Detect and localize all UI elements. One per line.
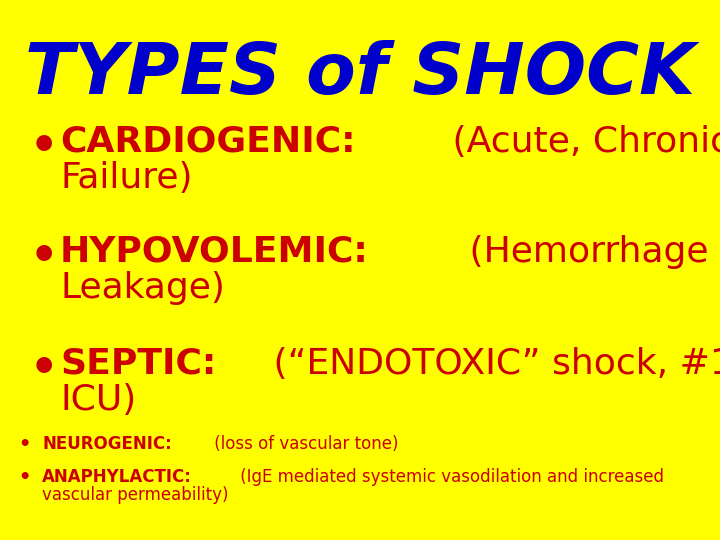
Text: •: • bbox=[18, 435, 30, 454]
Text: (Hemorrhage or: (Hemorrhage or bbox=[459, 235, 720, 269]
Text: •: • bbox=[30, 347, 58, 390]
Text: (IgE mediated systemic vasodilation and increased: (IgE mediated systemic vasodilation and … bbox=[235, 468, 665, 486]
Text: Failure): Failure) bbox=[60, 161, 192, 195]
Text: NEUROGENIC:: NEUROGENIC: bbox=[42, 435, 172, 453]
Text: ICU): ICU) bbox=[60, 383, 136, 417]
Text: HYPOVOLEMIC:: HYPOVOLEMIC: bbox=[60, 235, 369, 269]
Text: TYPES of SHOCK: TYPES of SHOCK bbox=[25, 40, 695, 109]
Text: Leakage): Leakage) bbox=[60, 271, 225, 305]
Text: (Acute, Chronic Heart: (Acute, Chronic Heart bbox=[441, 125, 720, 159]
Text: ANAPHYLACTIC:: ANAPHYLACTIC: bbox=[42, 468, 192, 486]
Text: SEPTIC:: SEPTIC: bbox=[60, 347, 216, 381]
Text: •: • bbox=[30, 235, 58, 278]
Text: (loss of vascular tone): (loss of vascular tone) bbox=[210, 435, 399, 453]
Text: CARDIOGENIC:: CARDIOGENIC: bbox=[60, 125, 356, 159]
Text: (“ENDOTOXIC” shock, #1 killer in: (“ENDOTOXIC” shock, #1 killer in bbox=[261, 347, 720, 381]
Text: vascular permeability): vascular permeability) bbox=[42, 486, 228, 504]
Text: •: • bbox=[30, 125, 58, 168]
Text: •: • bbox=[18, 468, 30, 487]
